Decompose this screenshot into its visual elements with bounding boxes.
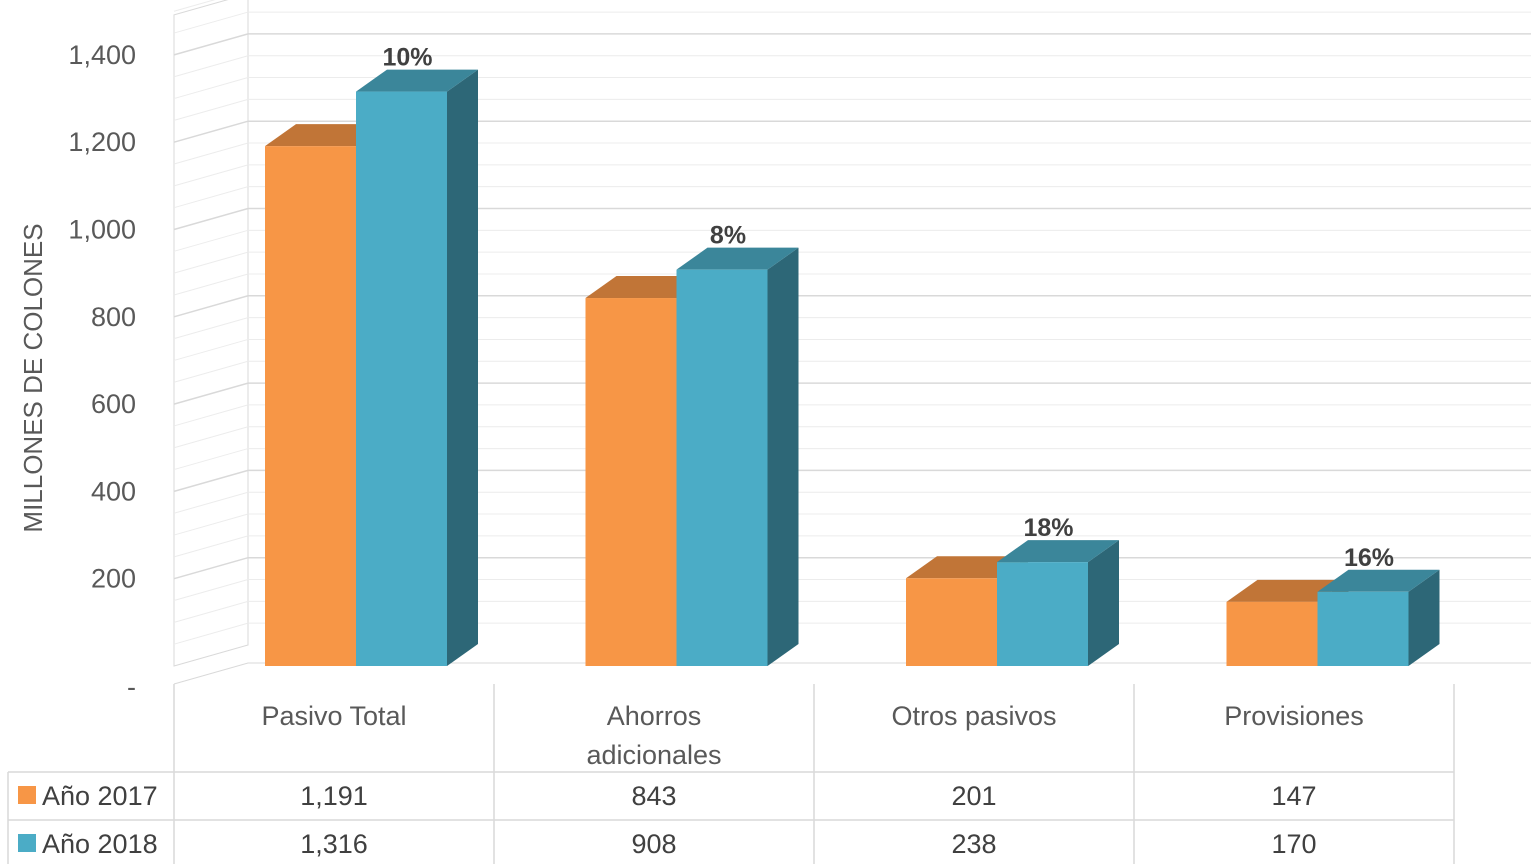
category-label: Pasivo Total <box>261 701 406 731</box>
y-axis-ticks: - 200 400 600 800 1,000 1,200 1,400 <box>68 40 136 702</box>
y-tick-label: 1,200 <box>68 127 136 157</box>
minor-gridline <box>173 0 216 12</box>
table-value: 1,316 <box>300 829 368 859</box>
legend-key <box>18 786 36 804</box>
minor-gridline <box>173 164 1531 187</box>
table-value: 843 <box>631 781 676 811</box>
table-value: 147 <box>1271 781 1316 811</box>
bar <box>1317 569 1440 666</box>
minor-gridline <box>173 55 1531 78</box>
legend-key <box>18 834 36 852</box>
category-label: Provisiones <box>1224 701 1364 731</box>
minor-gridline <box>173 448 1531 471</box>
percent-label: 10% <box>382 44 432 72</box>
table-value: 1,191 <box>300 781 368 811</box>
side-wall <box>173 0 249 667</box>
bar-side <box>1088 540 1119 666</box>
minor-gridline <box>173 186 1531 209</box>
y-tick-label: 800 <box>91 302 136 332</box>
table-value: 170 <box>1271 829 1316 859</box>
bar-front <box>676 269 768 666</box>
minor-gridline <box>173 404 1531 427</box>
bar-front <box>1317 591 1409 666</box>
y-tick-label: 400 <box>91 476 136 506</box>
minor-gridline <box>173 77 1531 100</box>
minor-gridline <box>173 535 1531 558</box>
major-gridline <box>173 207 1531 231</box>
major-gridline <box>173 120 1531 143</box>
minor-gridline <box>173 317 1531 340</box>
table-value: 201 <box>951 781 996 811</box>
table-value: 908 <box>631 829 676 859</box>
y-tick-label: 1,400 <box>68 40 136 70</box>
category-label: adicionales <box>586 740 721 770</box>
minor-gridline <box>173 360 1531 383</box>
bar-top <box>1317 569 1440 592</box>
legend-label: Año 2017 <box>42 781 158 811</box>
bar-front <box>265 146 356 667</box>
minor-gridline <box>173 513 1531 536</box>
y-tick-label: 200 <box>91 564 136 594</box>
percent-annotations: 10% 8% 18% 16% <box>382 44 1394 572</box>
bar-top <box>997 540 1119 563</box>
bar-front <box>585 298 677 666</box>
minor-gridline <box>173 142 1531 165</box>
y-tick-label: 1,000 <box>68 215 136 245</box>
minor-gridline <box>173 426 1531 449</box>
y-axis-label: MILLONES DE COLONES <box>18 223 48 532</box>
major-gridline <box>173 295 1531 318</box>
minor-gridline <box>173 251 1531 274</box>
minor-gridline <box>173 11 1531 34</box>
bar-top <box>356 69 478 92</box>
floor-line <box>173 662 1531 685</box>
bar-side <box>767 247 799 666</box>
percent-label: 16% <box>1344 544 1394 572</box>
major-gridline <box>173 382 1531 405</box>
data-table: Pasivo Total Ahorros adicionales Otros pasi… <box>7 684 1455 864</box>
percent-label: 18% <box>1023 514 1073 542</box>
percent-label: 8% <box>710 222 746 250</box>
category-label: Otros pasivos <box>891 701 1056 731</box>
bar-front <box>906 578 997 666</box>
major-gridline <box>173 469 1531 493</box>
table-value: 238 <box>951 829 996 859</box>
chart-walls <box>173 0 249 667</box>
minor-gridline <box>173 273 1531 296</box>
y-tick-label: 600 <box>91 389 136 419</box>
bar <box>997 540 1119 666</box>
minor-gridline <box>173 229 1531 252</box>
bar-front <box>356 91 447 667</box>
bars <box>265 69 1440 667</box>
bar-front <box>1226 601 1318 666</box>
minor-gridline <box>173 338 1531 361</box>
category-label: Ahorros <box>607 701 702 731</box>
minor-gridline <box>173 98 1531 121</box>
legend-label: Año 2018 <box>42 829 158 859</box>
bar-front <box>997 562 1088 666</box>
y-tick-label: - <box>127 672 136 702</box>
bar-top <box>676 247 799 270</box>
gridlines <box>173 0 1531 685</box>
bar <box>356 69 478 667</box>
bar <box>676 247 799 666</box>
major-gridline <box>173 33 1531 56</box>
bar-side <box>447 69 478 667</box>
minor-gridline <box>173 491 1531 514</box>
bar-side <box>1408 569 1440 666</box>
